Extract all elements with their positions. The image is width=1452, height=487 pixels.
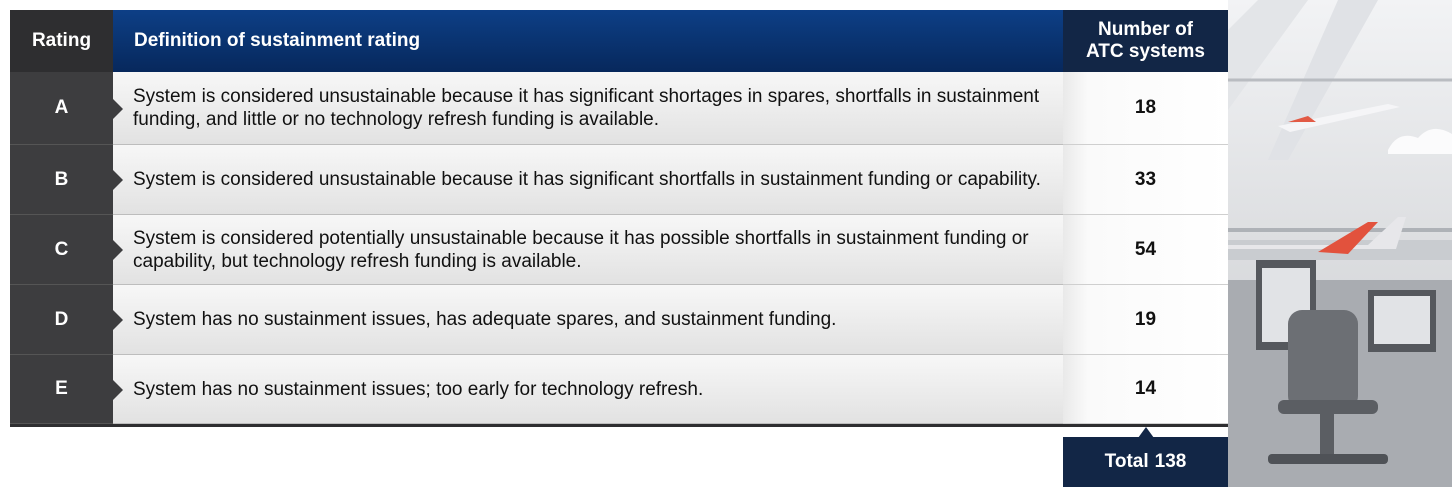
total-notch xyxy=(1138,427,1154,438)
rating-cell: C xyxy=(10,215,113,285)
rating-cell: B xyxy=(10,145,113,215)
bottom-rule xyxy=(10,424,1228,427)
illustration xyxy=(1228,0,1452,487)
count-cell: 14 xyxy=(1063,355,1228,424)
total-value: 138 xyxy=(1155,451,1187,473)
definition-cell: System is considered potentially unsusta… xyxy=(113,215,1063,285)
definition-cell: System has no sustainment issues, has ad… xyxy=(113,285,1063,355)
count-cell: 18 xyxy=(1063,72,1228,145)
count-header: Number of ATC systems xyxy=(1063,10,1228,72)
total-label: Total xyxy=(1105,451,1149,473)
definition-header: Definition of sustainment rating xyxy=(113,10,1063,72)
page: Rating Definition of sustainment rating … xyxy=(0,0,1452,487)
rating-cell: A xyxy=(10,72,113,145)
definition-cell: System is considered unsustainable becau… xyxy=(113,72,1063,145)
definition-cell: System has no sustainment issues; too ea… xyxy=(113,355,1063,424)
row-arrow xyxy=(113,99,123,119)
row-arrow xyxy=(113,380,123,400)
definition-cell: System is considered unsustainable becau… xyxy=(113,145,1063,215)
row-arrow xyxy=(113,310,123,330)
rating-header: Rating xyxy=(10,10,113,72)
rating-cell: D xyxy=(10,285,113,355)
rating-cell: E xyxy=(10,355,113,424)
total-box: Total 138 xyxy=(1063,437,1228,487)
row-arrow xyxy=(113,170,123,190)
count-cell: 54 xyxy=(1063,215,1228,285)
row-arrow xyxy=(113,240,123,260)
count-cell: 19 xyxy=(1063,285,1228,355)
count-cell: 33 xyxy=(1063,145,1228,215)
